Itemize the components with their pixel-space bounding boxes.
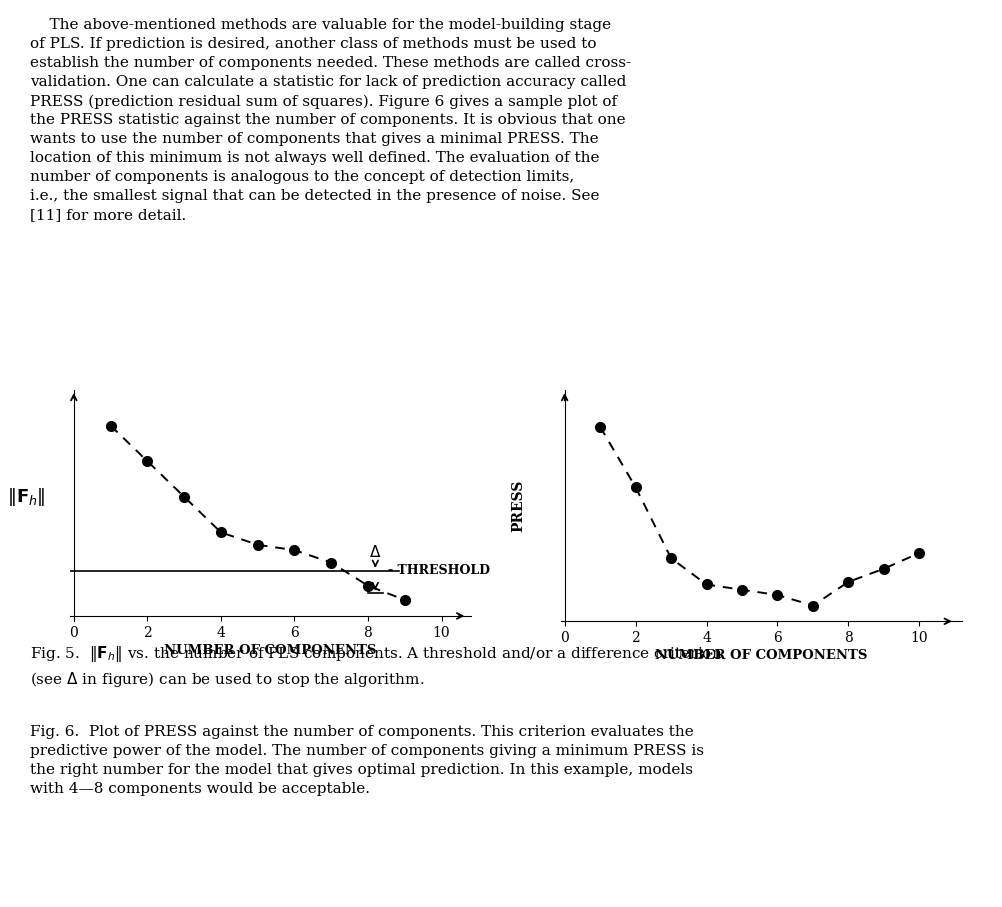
Text: $\Vert \mathbf{F}_{h} \Vert$: $\Vert \mathbf{F}_{h} \Vert$ — [7, 486, 45, 508]
Text: Fig. 6.  Plot of PRESS against the number of components. This criterion evaluate: Fig. 6. Plot of PRESS against the number… — [30, 726, 704, 796]
Text: PRESS: PRESS — [512, 480, 526, 532]
Text: Fig. 5.  $\Vert\mathbf{F}_{h}\Vert$ vs. the number of PLS components. A threshol: Fig. 5. $\Vert\mathbf{F}_{h}\Vert$ vs. t… — [30, 644, 722, 689]
Text: $\Delta$: $\Delta$ — [369, 544, 382, 560]
Text: The above-mentioned methods are valuable for the model-building stage
of PLS. If: The above-mentioned methods are valuable… — [30, 18, 631, 222]
X-axis label: NUMBER OF COMPONENTS: NUMBER OF COMPONENTS — [164, 644, 377, 657]
Text: - THRESHOLD: - THRESHOLD — [388, 563, 490, 577]
X-axis label: NUMBER OF COMPONENTS: NUMBER OF COMPONENTS — [655, 649, 868, 662]
